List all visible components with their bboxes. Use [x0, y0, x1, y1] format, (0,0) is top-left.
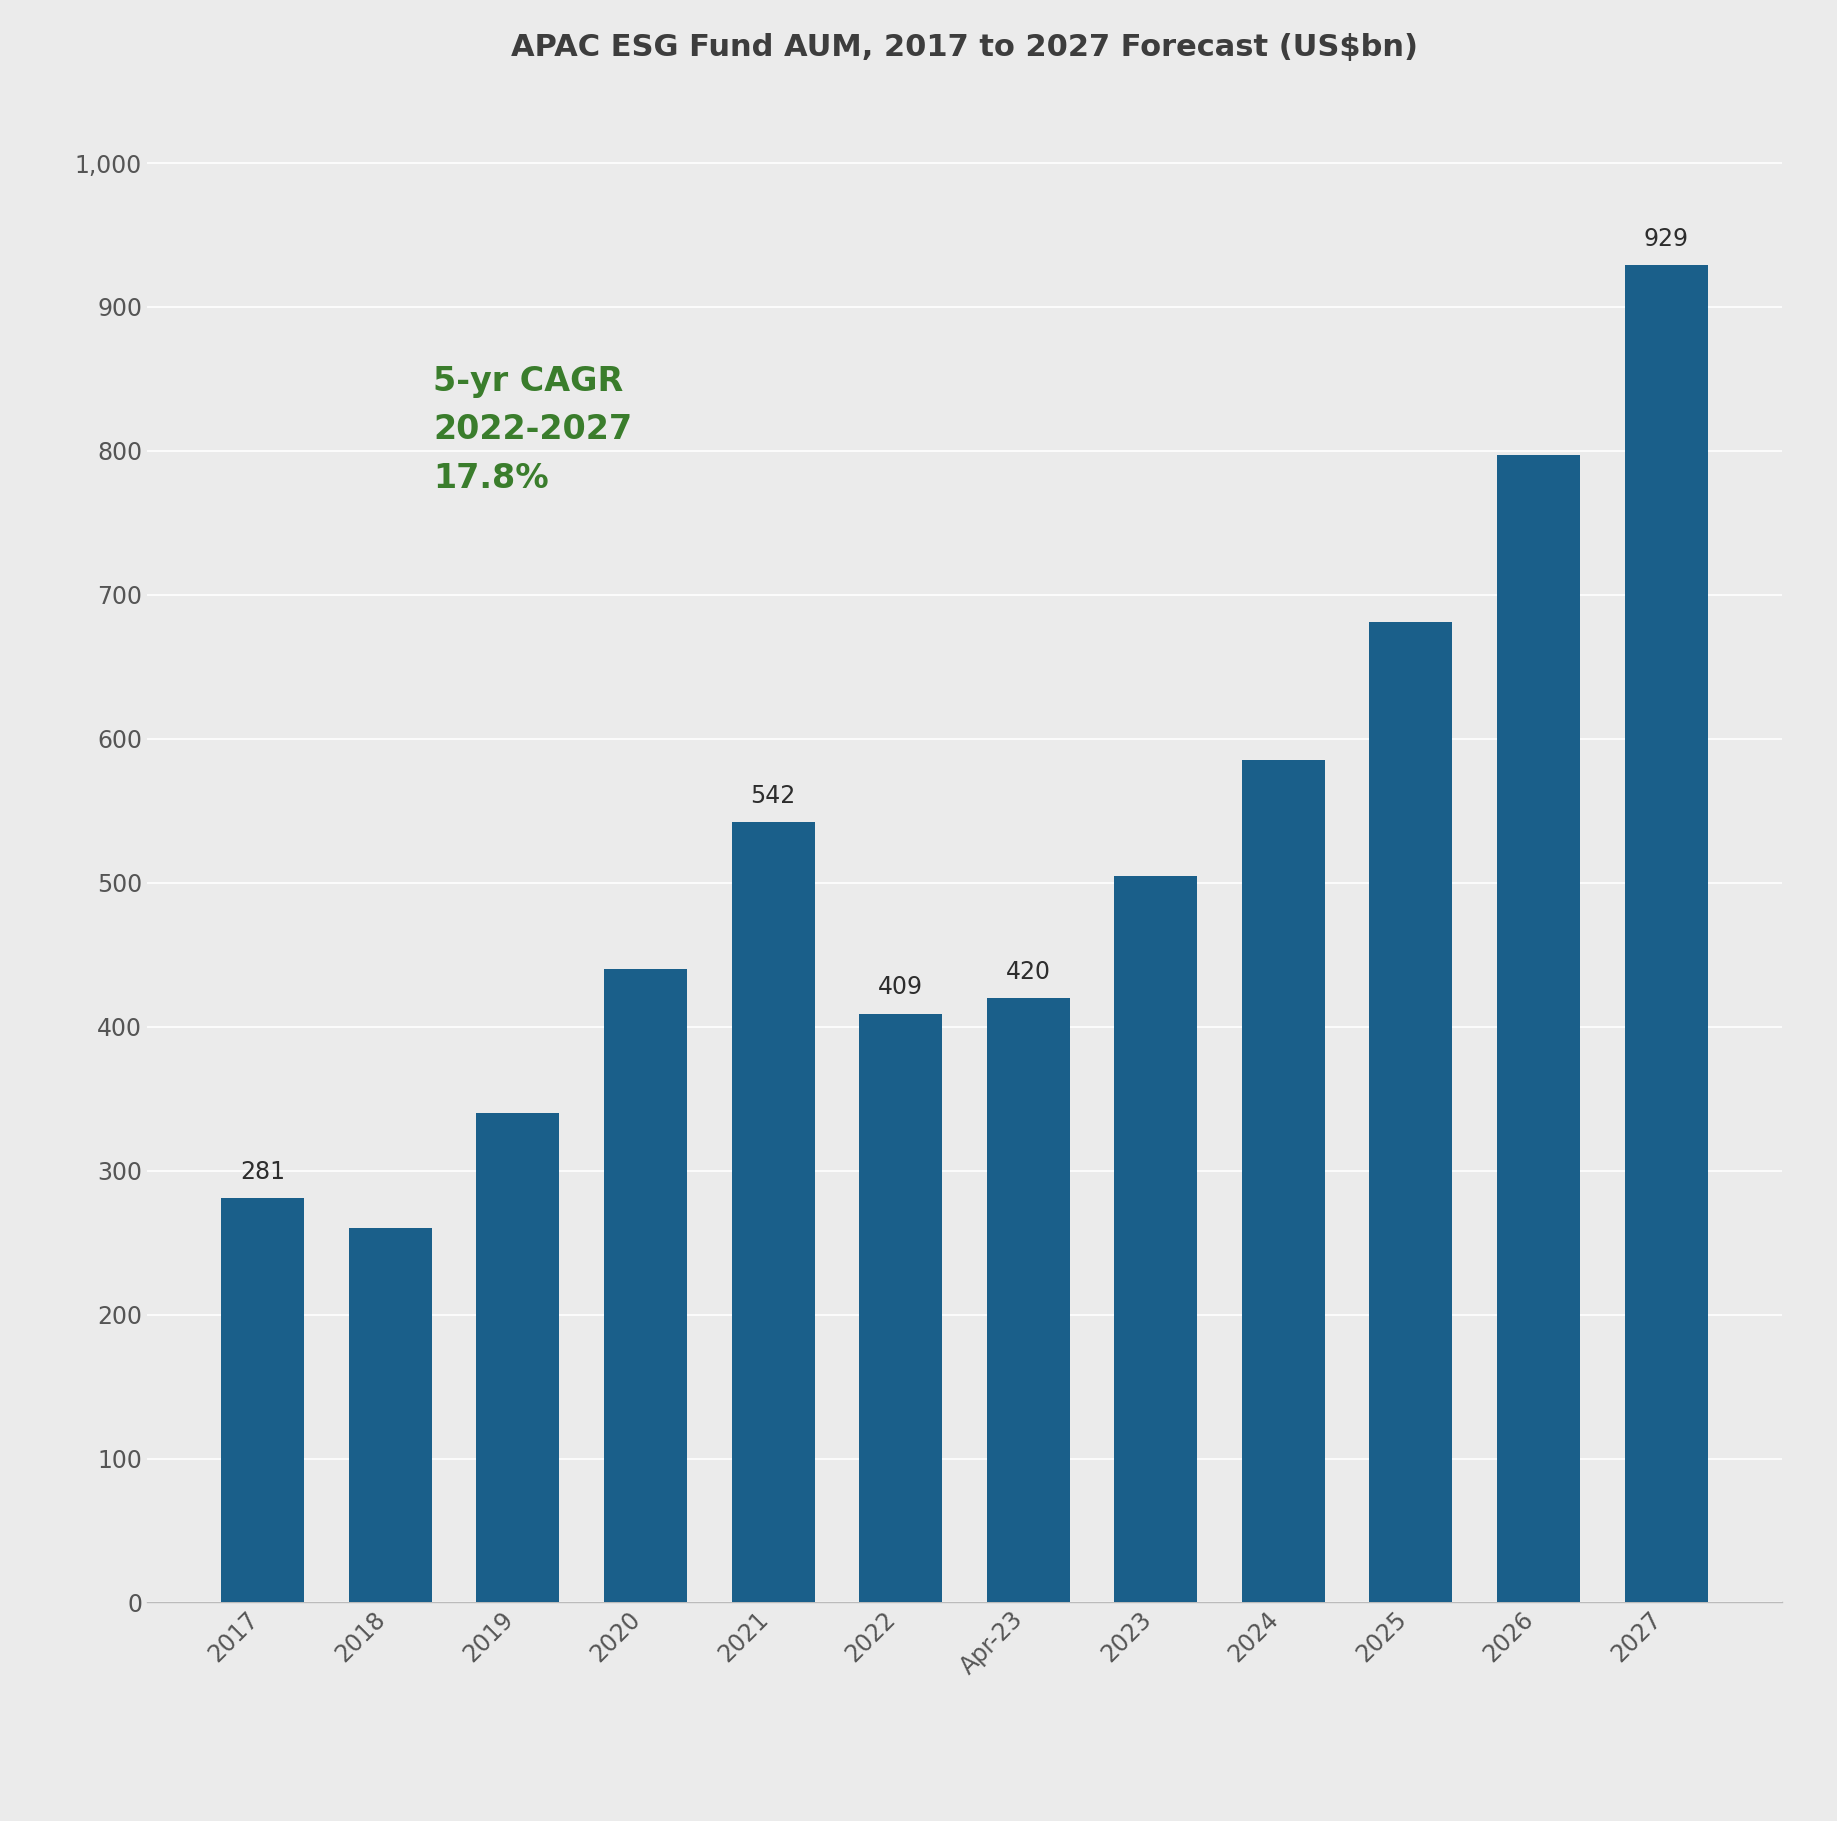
- Text: 420: 420: [1005, 960, 1051, 983]
- Text: 929: 929: [1644, 228, 1688, 251]
- Text: 281: 281: [241, 1160, 285, 1184]
- Bar: [1115, 876, 1198, 1602]
- Bar: [476, 1113, 558, 1602]
- Bar: [1370, 623, 1453, 1602]
- Bar: [1497, 455, 1580, 1602]
- Bar: [1624, 266, 1708, 1602]
- Text: 5-yr CAGR
2022-2027
17.8%: 5-yr CAGR 2022-2027 17.8%: [434, 364, 632, 495]
- Bar: [220, 1198, 305, 1602]
- Text: 409: 409: [878, 976, 924, 1000]
- Bar: [1242, 761, 1324, 1602]
- Bar: [860, 1014, 942, 1602]
- Bar: [731, 823, 814, 1602]
- Bar: [986, 998, 1069, 1602]
- Text: 542: 542: [751, 783, 795, 809]
- Title: APAC ESG Fund AUM, 2017 to 2027 Forecast (US$bn): APAC ESG Fund AUM, 2017 to 2027 Forecast…: [511, 33, 1418, 62]
- Bar: [604, 969, 687, 1602]
- Bar: [349, 1227, 432, 1602]
